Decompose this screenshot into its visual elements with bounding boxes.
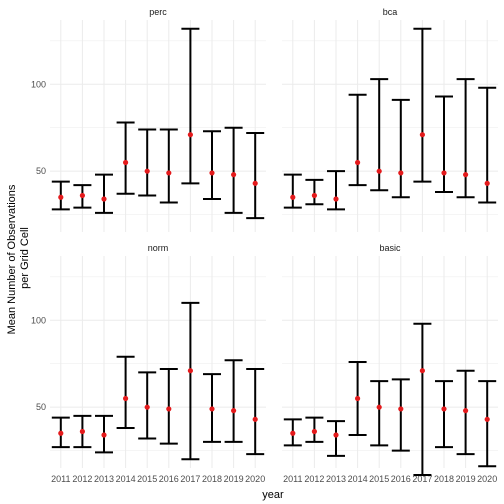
mean-point-2016 <box>166 406 172 412</box>
mean-point-2012 <box>79 428 85 435</box>
x-tick-label: 2014 <box>348 474 368 484</box>
y-axis-title: Mean Number of Observations per Grid Cel… <box>6 182 31 335</box>
x-tick-label: 2019 <box>224 474 244 484</box>
x-tick-label: 2018 <box>202 474 222 484</box>
mean-point-2017 <box>419 368 425 374</box>
x-tick-label: 2012 <box>72 474 92 484</box>
mean-point-2014 <box>123 395 129 402</box>
mean-point-2017 <box>187 368 193 374</box>
mean-point-2013 <box>101 432 107 438</box>
mean-point-2011 <box>58 430 64 436</box>
mean-point-2012 <box>311 428 317 435</box>
y-tick-label: 100 <box>31 79 46 89</box>
mean-point-2020 <box>484 416 490 422</box>
mean-point-2020 <box>484 180 490 186</box>
mean-point-2013 <box>333 196 339 202</box>
y-axis-title-line-1: Mean Number of Observations <box>6 184 18 334</box>
mean-point-2014 <box>355 395 361 402</box>
mean-point-2015 <box>144 404 150 410</box>
mean-point-2020 <box>252 180 258 186</box>
x-tick-label: 2014 <box>116 474 136 484</box>
mean-point-2018 <box>209 406 215 412</box>
mean-point-2015 <box>376 404 382 410</box>
mean-point-2013 <box>101 196 107 202</box>
mean-point-2019 <box>463 408 469 414</box>
x-tick-label: 2017 <box>180 474 200 484</box>
mean-point-2015 <box>144 168 150 174</box>
x-tick-label: 2015 <box>137 474 157 484</box>
mean-point-2011 <box>290 430 296 436</box>
y-axis-title-line-2: per Grid Cell <box>19 227 31 289</box>
x-axis-title: year <box>262 489 284 501</box>
x-tick-label: 2018 <box>434 474 454 484</box>
y-tick-label: 50 <box>36 166 46 176</box>
panel-bca: bca <box>282 7 498 232</box>
panel-strip-label: norm <box>148 243 169 253</box>
mean-point-2012 <box>311 192 317 199</box>
mean-point-2011 <box>290 194 296 200</box>
y-tick-label: 50 <box>36 402 46 412</box>
x-tick-label: 2015 <box>369 474 389 484</box>
mean-point-2018 <box>441 170 447 176</box>
x-tick-label: 2019 <box>456 474 476 484</box>
mean-point-2017 <box>419 132 425 138</box>
x-tick-label: 2016 <box>391 474 411 484</box>
mean-point-2019 <box>231 172 237 178</box>
x-tick-label: 2013 <box>326 474 346 484</box>
x-tick-label: 2011 <box>51 474 70 484</box>
mean-point-2014 <box>123 159 129 166</box>
mean-point-2013 <box>333 432 339 438</box>
mean-point-2016 <box>398 170 404 176</box>
mean-point-2011 <box>58 194 64 200</box>
x-tick-label: 2011 <box>283 474 302 484</box>
panel-strip-label: bca <box>383 7 398 17</box>
x-tick-label: 2017 <box>412 474 432 484</box>
panel-strip-label: basic <box>379 243 401 253</box>
x-tick-label: 2020 <box>477 474 497 484</box>
mean-point-2019 <box>463 172 469 178</box>
mean-point-2014 <box>355 159 361 166</box>
mean-point-2016 <box>398 406 404 412</box>
mean-point-2016 <box>166 170 172 176</box>
mean-point-2018 <box>209 170 215 176</box>
mean-point-2018 <box>441 406 447 412</box>
mean-point-2020 <box>252 416 258 422</box>
mean-point-2017 <box>187 132 193 138</box>
panel-strip-label: perc <box>149 7 167 17</box>
y-tick-label: 100 <box>31 315 46 325</box>
mean-point-2019 <box>231 408 237 414</box>
panel-basic: basic 2011 2012 2013 2014 2015 2016 2017 2018 201… <box>282 243 498 484</box>
x-tick-label: 2012 <box>304 474 324 484</box>
mean-point-2015 <box>376 168 382 174</box>
x-tick-label: 2013 <box>94 474 114 484</box>
x-tick-label: 2016 <box>159 474 179 484</box>
x-tick-label: 2020 <box>245 474 265 484</box>
mean-point-2012 <box>79 192 85 199</box>
panel-perc: perc 50 100 <box>31 7 266 232</box>
